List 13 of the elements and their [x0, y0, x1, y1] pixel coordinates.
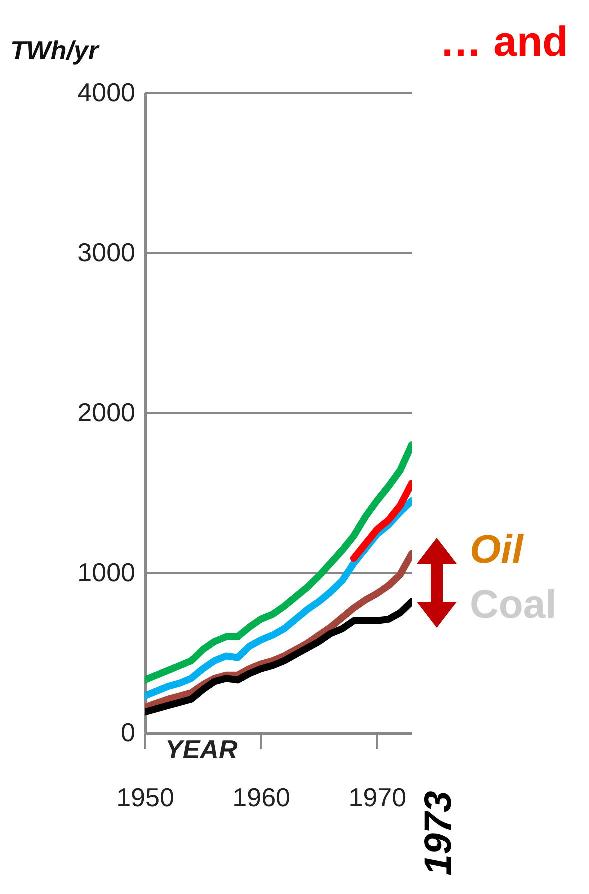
x-axis-title: YEAR	[166, 734, 238, 764]
text: … and	[440, 18, 568, 66]
x-tick-label: 1970	[348, 782, 407, 812]
x-tick-label: 1950	[116, 782, 174, 812]
y-tick-label: 3000	[78, 238, 136, 268]
y-tick-label: 4000	[78, 78, 136, 108]
text: 1973	[418, 791, 461, 876]
text: Oil	[470, 528, 524, 573]
x-tick-label: 1960	[232, 782, 291, 812]
y-tick-label: 1000	[78, 558, 136, 588]
y-axis-title: TWh/yr	[10, 36, 100, 66]
y-tick-label: 2000	[78, 398, 136, 428]
y-tick-label: 0	[121, 718, 136, 748]
